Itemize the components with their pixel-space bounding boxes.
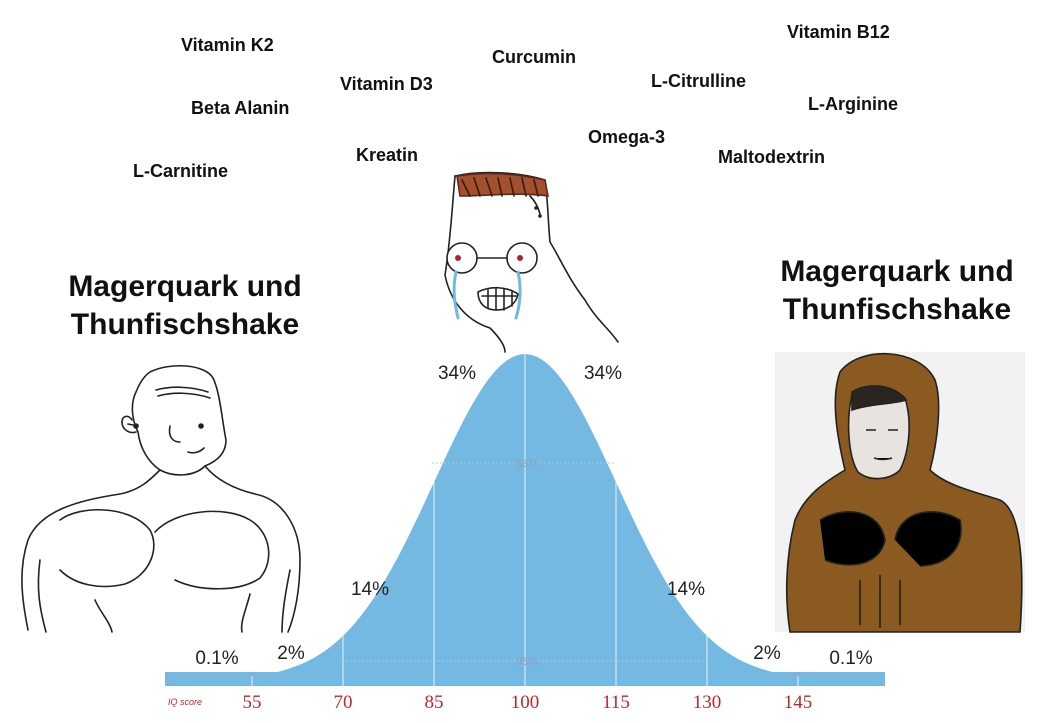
- right-caption-line1: Magerquark und: [780, 255, 1014, 288]
- supplement-label: Maltodextrin: [718, 147, 826, 167]
- x-tick-label: 100: [511, 692, 540, 713]
- right-caption: Magerquark und Thunfischshake: [774, 253, 1020, 329]
- supplement-label: Vitamin K2: [181, 35, 274, 55]
- x-tick-label: 115: [602, 692, 630, 713]
- hooded-chad-illustration: [775, 352, 1025, 633]
- supplement-label: L-Citrulline: [651, 71, 746, 91]
- band-label-68: 68%: [516, 458, 538, 470]
- band-label-95: 95%: [516, 656, 538, 668]
- supplement-label: L-Carnitine: [133, 161, 229, 181]
- region-label: 14%: [667, 579, 705, 600]
- left-caption: Magerquark und Thunfischshake: [62, 268, 308, 344]
- region-label: 34%: [584, 363, 622, 384]
- muscular-wojak-illustration: [21, 364, 301, 633]
- region-label: 14%: [351, 579, 389, 600]
- supplement-label: L-Arginine: [808, 94, 898, 114]
- x-tick-label: 70: [334, 692, 353, 713]
- x-tick-label: 55: [243, 692, 262, 713]
- region-label: 0.1%: [195, 648, 238, 669]
- supplement-label: Vitamin B12: [787, 22, 890, 42]
- region-label: 2%: [753, 643, 781, 664]
- crying-nerd-wojak-illustration: [444, 171, 619, 353]
- supplement-label: Kreatin: [356, 145, 419, 165]
- x-axis-ticks: 55 70 85 100 115 130 145: [243, 692, 813, 713]
- region-label: 2%: [277, 643, 305, 664]
- supplement-label: Beta Alanin: [191, 98, 290, 118]
- supplement-label: Omega-3: [588, 127, 666, 147]
- supplement-label: Vitamin D3: [340, 74, 433, 94]
- left-caption-line2: Thunfischshake: [70, 308, 300, 341]
- region-label: 34%: [438, 363, 476, 384]
- sd-lines: [251, 354, 799, 686]
- x-tick-label: 145: [784, 692, 813, 713]
- x-tick-label: 85: [425, 692, 444, 713]
- x-tick-label: 130: [693, 692, 722, 713]
- supplement-label: Curcumin: [492, 47, 577, 67]
- x-axis-label: IQ score: [168, 697, 202, 707]
- right-caption-line2: Thunfischshake: [782, 293, 1012, 326]
- left-caption-line1: Magerquark und: [68, 270, 302, 303]
- region-label: 0.1%: [829, 648, 872, 669]
